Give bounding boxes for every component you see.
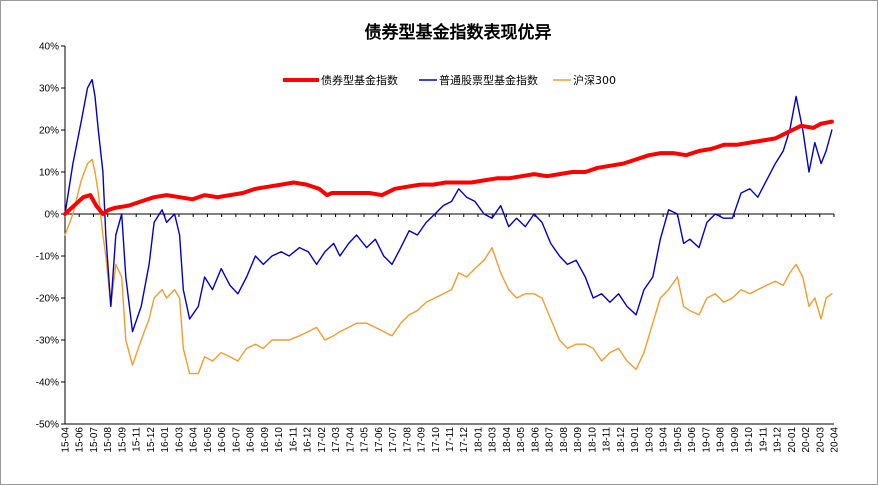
y-tick-label: 10%	[39, 168, 59, 179]
x-tick-label: 17-05	[360, 427, 371, 453]
x-tick-label: 16-09	[260, 427, 271, 453]
x-tick-label: 19-01	[630, 427, 641, 453]
y-tick-label: -50%	[36, 420, 59, 431]
y-tick-label: 0%	[45, 210, 60, 221]
x-tick-label: 17-04	[345, 427, 356, 453]
x-tick-label: 17-10	[431, 427, 442, 453]
x-tick-label: 18-07	[545, 427, 556, 453]
x-tick-label: 16-07	[231, 427, 242, 453]
x-tick-label: 19-10	[744, 427, 755, 453]
x-tick-label: 16-04	[189, 427, 200, 453]
y-tick-label: 20%	[39, 126, 59, 137]
x-tick-label: 16-12	[303, 427, 314, 453]
x-tick-label: 17-08	[402, 427, 413, 453]
x-tick-label: 16-08	[246, 427, 257, 453]
x-tick-label: 20-02	[801, 427, 812, 453]
x-tick-label: 19-09	[730, 427, 741, 453]
y-tick-label: -40%	[36, 378, 59, 389]
y-tick-label: -10%	[36, 252, 59, 263]
x-tick-label: 20-04	[830, 427, 841, 453]
y-axis: -50% -40% -30% -20% -10% 0% 10% 20% 30% 40%	[36, 42, 66, 431]
x-tick-label: 16-05	[203, 427, 214, 453]
x-tick-label: 19-03	[644, 427, 655, 453]
y-tick-label: -30%	[36, 336, 59, 347]
x-tick-label: 15-06	[75, 427, 86, 453]
x-tick-label: 17-07	[388, 427, 399, 453]
x-tick-label: 18-08	[559, 427, 570, 453]
series-layer	[63, 78, 834, 375]
legend-label-bond-fund-index: 债券型基金指数	[321, 73, 398, 87]
x-tick-label: 15-09	[117, 427, 128, 453]
x-tick-label: 17-11	[445, 427, 456, 452]
y-tick-label: -20%	[36, 294, 59, 305]
series-line-bond-fund-index	[63, 119, 834, 216]
x-tick-label: 18-09	[573, 427, 584, 453]
legend-label-stock-fund-index: 普通股票型基金指数	[439, 73, 538, 87]
x-tick-label: 19-08	[716, 427, 727, 453]
x-tick-label: 15-04	[61, 427, 72, 453]
legend-label-csi300: 沪深300	[573, 73, 616, 87]
x-tick-label: 15-08	[103, 427, 114, 453]
x-tick-label: 19-05	[673, 427, 684, 453]
x-tick-label: 18-06	[530, 427, 541, 453]
x-tick-label: 19-11	[758, 427, 769, 452]
legend: 债券型基金指数 普通股票型基金指数 沪深300	[283, 73, 616, 87]
x-tick-label: 19-12	[773, 427, 784, 453]
x-tick-label: 17-06	[374, 427, 385, 453]
x-tick-label: 16-06	[217, 427, 228, 453]
x-tick-label: 18-11	[602, 427, 613, 452]
x-tick-label: 18-05	[516, 427, 527, 453]
x-tick-label: 16-01	[160, 427, 171, 453]
x-tick-label: 16-10	[274, 427, 285, 453]
x-axis: 15-04 15-06 15-07 15-08 15-09 15-11 15-12 16-01…	[61, 213, 841, 453]
x-tick-label: 20-01	[787, 427, 798, 453]
x-tick-label: 15-12	[146, 427, 157, 453]
x-tick-label: 19-06	[687, 427, 698, 453]
x-tick-label: 17-03	[331, 427, 342, 453]
x-tick-label: 15-11	[132, 427, 143, 452]
x-tick-label: 18-01	[473, 427, 484, 453]
x-tick-label: 16-11	[288, 427, 299, 452]
x-tick-label: 17-02	[317, 427, 328, 453]
x-tick-label: 18-03	[488, 427, 499, 453]
y-tick-label: 30%	[39, 84, 59, 95]
x-tick-label: 20-03	[815, 427, 826, 453]
x-tick-label: 17-12	[459, 427, 470, 453]
series-line-stock-fund-index	[64, 78, 833, 333]
x-tick-label: 15-07	[89, 427, 100, 453]
chart-title: 债券型基金指数表现优异	[365, 22, 552, 43]
x-tick-label: 19-07	[701, 427, 712, 453]
series-line-csi300	[64, 158, 833, 375]
x-tick-label: 19-04	[659, 427, 670, 453]
x-tick-label: 18-10	[587, 427, 598, 453]
x-tick-label: 16-03	[174, 427, 185, 453]
x-tick-label: 18-12	[616, 427, 627, 453]
y-tick-label: 40%	[39, 42, 59, 53]
x-tick-label: 18-04	[502, 427, 513, 453]
x-tick-label: 17-09	[417, 427, 428, 453]
